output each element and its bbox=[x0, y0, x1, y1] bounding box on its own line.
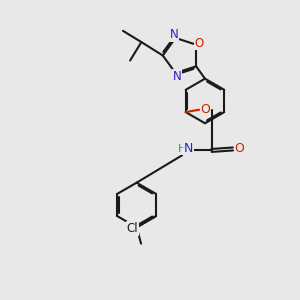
Text: H: H bbox=[178, 144, 186, 154]
Text: O: O bbox=[194, 37, 204, 50]
Text: Cl: Cl bbox=[126, 222, 138, 235]
Text: O: O bbox=[235, 142, 244, 155]
Text: N: N bbox=[184, 142, 193, 155]
Text: N: N bbox=[170, 28, 178, 41]
Text: O: O bbox=[201, 103, 211, 116]
Text: N: N bbox=[172, 70, 182, 83]
